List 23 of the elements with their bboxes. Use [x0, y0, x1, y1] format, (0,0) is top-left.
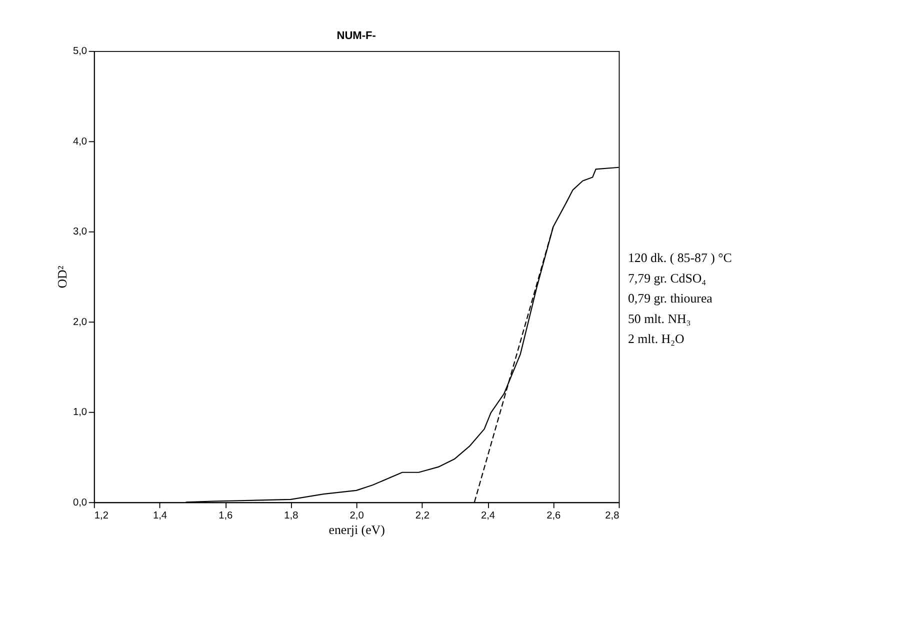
x-axis-title: enerji (eV)	[328, 522, 385, 537]
y-tick-label: 2,0	[72, 316, 88, 328]
x-tick-label: 1,4	[152, 510, 168, 522]
x-tick-label: 2,4	[481, 510, 496, 522]
text: 7,79 gr. CdSO₄	[628, 271, 707, 286]
text: 2 mlt. H₂O	[628, 332, 684, 346]
x-tick-label: 1,2	[94, 510, 109, 522]
text: 120 dk. ( 85-87 ) °C	[628, 251, 732, 266]
y-tick-label: 5,0	[72, 46, 88, 58]
chart-title: NUM-F-	[336, 30, 376, 42]
x-tick-label: 2,8	[605, 510, 620, 522]
x-tick-label: 2,6	[546, 510, 562, 522]
y-tick-label: 3,0	[72, 226, 88, 238]
x-tick-label: 1,6	[218, 510, 233, 522]
x-tick-label: 2,0	[350, 510, 364, 522]
y-tick-label: 0,0	[72, 497, 88, 508]
x-tick-label: 2,2	[415, 510, 430, 522]
x-tick-label: 1,8	[284, 510, 299, 522]
text: 50 mlt. NH₃	[628, 312, 691, 326]
y-tick-label: 4,0	[72, 136, 88, 148]
y-tick-label: 1,0	[72, 407, 88, 418]
y-axis-title: OD²	[55, 266, 70, 288]
text: 0,79 gr. thiourea	[628, 292, 713, 306]
